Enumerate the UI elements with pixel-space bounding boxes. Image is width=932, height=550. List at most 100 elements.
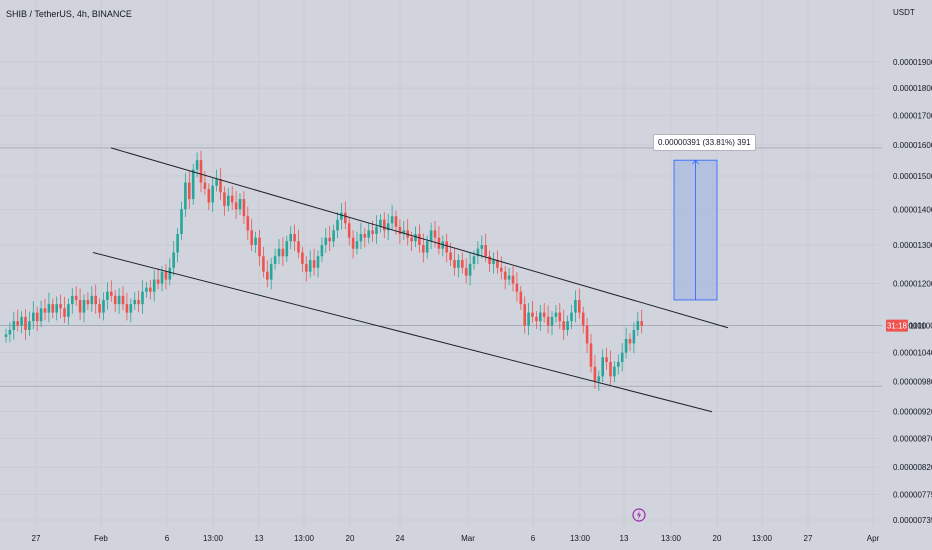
candle-body (390, 216, 394, 224)
candle-body (219, 179, 222, 193)
x-tick-label: 24 (396, 534, 405, 543)
x-tick-label: Mar (461, 534, 475, 543)
candle-body (632, 329, 636, 344)
candle-body (367, 230, 370, 238)
lightning-icon[interactable] (632, 508, 646, 522)
candle-body (215, 179, 218, 186)
candle-body (624, 338, 628, 353)
candle-body (195, 160, 199, 170)
y-tick-label: 0.00000980 (893, 377, 932, 386)
candle-body (102, 299, 105, 313)
candle-body (184, 182, 187, 210)
candle-body (398, 226, 402, 235)
x-tick-label: Apr (867, 534, 880, 543)
candle-body (269, 263, 273, 280)
candle-body (375, 226, 378, 235)
candle-body (281, 248, 285, 257)
x-tick-label: 6 (165, 534, 170, 543)
y-tick-label: 0.00001300 (893, 241, 932, 250)
candle-body (476, 248, 480, 257)
candle-body (16, 321, 19, 326)
y-tick-label: 0.00001040 (893, 349, 932, 358)
current-price-countdown: 31:18 (887, 322, 908, 331)
candle-body (453, 260, 456, 268)
candle-body (145, 287, 148, 292)
candle-body (273, 256, 277, 264)
candle-body (305, 263, 308, 272)
candle-body (383, 219, 386, 231)
candle-body (152, 279, 156, 292)
candle-body (246, 216, 250, 231)
candle-body (519, 291, 523, 305)
candle-body (640, 321, 643, 326)
channel-lower-line (92, 251, 713, 413)
currency-label[interactable]: USDT (893, 8, 915, 17)
candle-body (20, 316, 23, 326)
x-tick-label: 13:00 (294, 534, 315, 543)
candle-body (43, 308, 47, 313)
candle-body (542, 312, 546, 317)
candle-body (266, 271, 269, 280)
candle-body (308, 260, 312, 272)
x-tick-label: 20 (346, 534, 355, 543)
measure-arrow-head (692, 159, 699, 165)
candle-body (12, 321, 16, 330)
candle-body (90, 295, 94, 305)
candle-body (238, 199, 242, 210)
y-tick-label: 0.00000870 (893, 435, 932, 444)
channel-upper-line (110, 147, 729, 329)
candle-body (242, 199, 246, 217)
candle-body (176, 234, 179, 253)
candle-body (59, 304, 62, 309)
candle-body (410, 237, 413, 242)
x-tick-label: 13 (255, 534, 264, 543)
candle-body (188, 182, 191, 200)
candle-body (500, 267, 503, 272)
y-tick-label: 0.00000735 (893, 516, 932, 525)
candle-body (74, 295, 78, 300)
candle-body (566, 321, 569, 330)
candle-body (554, 312, 558, 317)
x-tick-label: 13:00 (203, 534, 224, 543)
candle-body (503, 271, 507, 280)
candle-body (250, 230, 253, 246)
candle-body (32, 312, 35, 322)
candle-body (71, 295, 74, 305)
candle-body (402, 230, 406, 235)
candle-body (8, 329, 12, 335)
candle-body (507, 275, 511, 280)
candle-body (347, 223, 351, 238)
candle-body (316, 256, 320, 268)
candle-body (457, 260, 460, 268)
candle-body (199, 160, 203, 183)
candle-body (168, 267, 172, 280)
candle-body (121, 295, 125, 305)
candle-body (468, 263, 472, 276)
candle-body (515, 283, 519, 292)
candle-body (51, 304, 55, 313)
current-price-badge (886, 319, 908, 332)
candle-body (613, 366, 616, 377)
candle-body (39, 308, 43, 322)
measure-label: 0.00000391 (33.81%) 391 (653, 134, 756, 151)
candle-body (28, 321, 31, 330)
y-tick-label: 0.00001200 (893, 280, 932, 289)
candle-body (578, 299, 581, 313)
candle-body (258, 237, 261, 257)
candle-body (414, 234, 417, 242)
candle-body (484, 245, 487, 257)
candle-body (527, 312, 530, 326)
candle-body (117, 295, 121, 305)
x-tick-label: 6 (531, 534, 536, 543)
candle-body (597, 376, 601, 382)
candle-body (113, 295, 117, 305)
candle-body (289, 234, 292, 242)
x-tick-label: Feb (94, 534, 108, 543)
candle-body (137, 299, 140, 305)
x-tick-label: 27 (804, 534, 813, 543)
candle-body (156, 279, 160, 284)
candle-body (531, 312, 534, 317)
candle-body (160, 271, 164, 284)
